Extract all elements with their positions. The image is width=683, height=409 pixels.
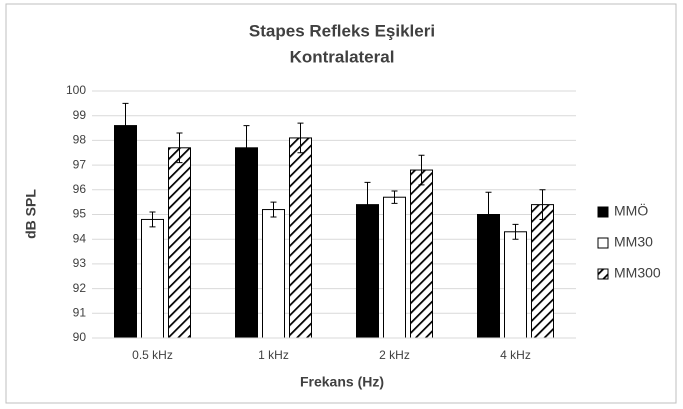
y-tick-label: 90 (73, 330, 87, 344)
bar (114, 125, 137, 339)
error-bar (270, 201, 277, 218)
legend-swatch (597, 237, 609, 249)
y-axis-label: dB SPL (23, 189, 39, 239)
error-bar (418, 154, 425, 186)
y-tick-label: 100 (66, 83, 86, 97)
bar (289, 137, 312, 339)
y-tick-label: 92 (73, 281, 87, 295)
error-bar (176, 132, 183, 164)
error-bar (485, 191, 492, 238)
x-tick-label: 0.5 kHz (132, 348, 173, 362)
x-tick-label: 2 kHz (379, 348, 410, 362)
x-tick-label: 4 kHz (500, 348, 531, 362)
x-axis-label: Frekans (Hz) (300, 374, 384, 390)
legend-swatch (597, 268, 609, 280)
error-bar (122, 102, 129, 149)
error-bar (539, 189, 546, 220)
legend-label: MM300 (614, 265, 661, 281)
bar (504, 231, 527, 339)
y-tick-label: 98 (73, 133, 87, 147)
bar (235, 147, 258, 339)
x-tick-label: 1 kHz (258, 348, 289, 362)
y-tick-label: 94 (73, 231, 87, 245)
y-tick-label: 93 (73, 256, 87, 270)
y-tick-label: 95 (73, 207, 87, 221)
bar (168, 147, 191, 339)
error-bar (243, 125, 250, 171)
error-bar (391, 190, 398, 204)
y-tick-label: 99 (73, 108, 87, 122)
chart-title: Stapes Refleks Eşikleri (249, 21, 435, 40)
bar (383, 196, 406, 339)
bar (410, 169, 433, 339)
bar (141, 218, 164, 339)
error-bar (297, 122, 304, 154)
legend-label: MMÖ (614, 202, 648, 219)
legend-swatch (597, 206, 609, 218)
error-bar (364, 181, 371, 228)
error-bar (149, 211, 156, 228)
error-bar (512, 223, 519, 240)
bar (531, 204, 554, 339)
y-tick-label: 91 (73, 305, 87, 319)
y-tick-label: 97 (73, 157, 87, 171)
chart-title: Kontralateral (290, 47, 395, 66)
y-tick-label: 96 (73, 182, 87, 196)
legend-label: MM30 (614, 234, 653, 250)
bar (262, 209, 285, 339)
